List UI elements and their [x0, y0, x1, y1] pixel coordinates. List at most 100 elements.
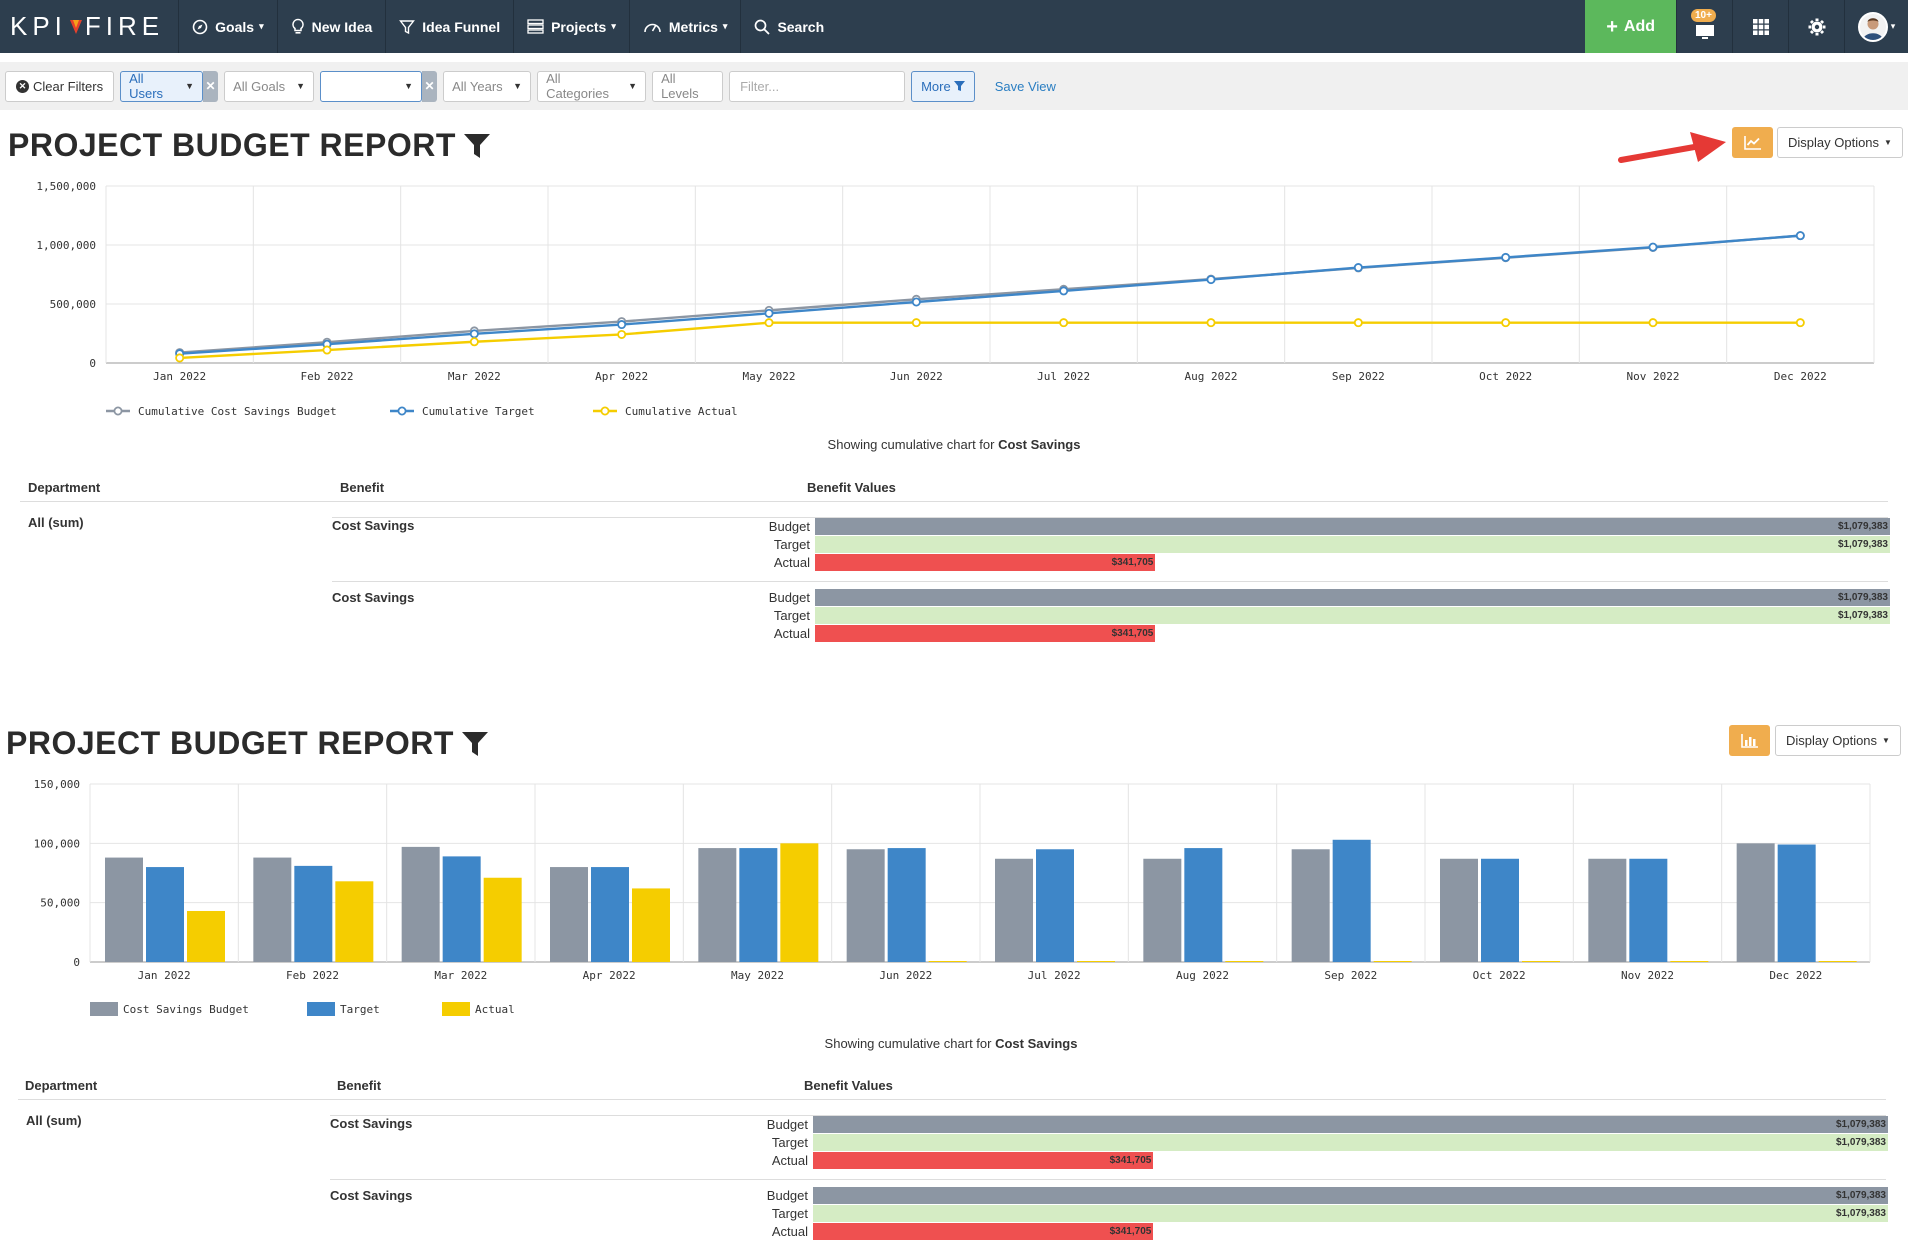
label-actual: Actual: [773, 555, 810, 570]
nav-search[interactable]: Search: [741, 0, 837, 53]
clear-unnamed-button[interactable]: ✕: [422, 70, 438, 102]
add-button[interactable]: + Add: [1585, 0, 1676, 53]
actual-bar: $341,705: [815, 625, 1156, 642]
user-menu[interactable]: ▾: [1844, 0, 1908, 53]
bar: [1291, 849, 1330, 962]
filter-bar: ✕ Clear Filters All Users ▼ ✕ All Goals ▼ …: [0, 62, 1908, 110]
y-tick-label: 500,000: [50, 298, 96, 311]
save-view-link[interactable]: Save View: [994, 78, 1056, 94]
filter-funnel-icon[interactable]: [461, 731, 488, 756]
unnamed-select[interactable]: ▼: [320, 70, 423, 102]
chevron-down-icon: ▼: [513, 81, 523, 91]
more-filters-label: More: [921, 78, 951, 94]
display-options-label: Display Options: [1788, 135, 1880, 150]
legend-label: Actual: [475, 1003, 515, 1016]
clear-filters-button[interactable]: ✕ Clear Filters: [5, 70, 115, 102]
bar: [1332, 839, 1371, 962]
filter-funnel-icon[interactable]: [463, 133, 490, 158]
data-point: [1501, 252, 1511, 262]
bar: [1481, 858, 1519, 962]
nav-projects[interactable]: Projects ▾: [514, 0, 630, 53]
bar: [187, 910, 225, 962]
levels-select-value: All Levels: [661, 71, 699, 101]
table-row: Cost Savings Budget Target Actual $1,079…: [330, 1179, 1888, 1241]
showing-subject: Cost Savings: [995, 1036, 1078, 1051]
bar: [1818, 961, 1857, 962]
showing-caption: Showing cumulative chart for Cost Saving…: [0, 437, 1908, 452]
header-department: Department: [25, 1078, 98, 1093]
data-point: [617, 329, 627, 339]
x-tick-label: Oct 2022: [1473, 969, 1526, 982]
top-navbar: KPI FIRE Goals ▾ New Idea Idea Funnel Pro…: [0, 0, 1908, 53]
categories-select-value: All Categories: [546, 71, 609, 101]
chart-type-toggle-button[interactable]: [1732, 127, 1773, 158]
bar: [105, 857, 143, 962]
series-line: [179, 321, 1801, 360]
report-title-text: PROJECT BUDGET REPORT: [8, 127, 456, 163]
settings-button[interactable]: [1788, 0, 1844, 53]
bar: [483, 877, 522, 962]
showing-subject: Cost Savings: [998, 437, 1081, 452]
x-tick-label: Dec 2022: [1769, 969, 1822, 982]
y-tick-label: 100,000: [34, 837, 80, 850]
nav-search-label: Search: [777, 18, 825, 35]
target-bar: $1,079,383: [815, 536, 1890, 553]
report-title: PROJECT BUDGET REPORT: [8, 127, 490, 164]
chart-type-toggle-button[interactable]: [1729, 725, 1770, 756]
data-point: [175, 353, 185, 363]
nav-goals-label: Goals: [215, 18, 255, 35]
x-tick-label: Mar 2022: [434, 969, 487, 982]
table-row: Cost Savings Budget Target Actual $1,079…: [332, 581, 1890, 643]
benefit-cell: Cost Savings: [332, 518, 415, 533]
display-options-button[interactable]: Display Options ▼: [1777, 127, 1903, 158]
chevron-down-icon: ▾: [611, 21, 616, 31]
notifications-button[interactable]: 10+: [1676, 0, 1732, 53]
header-department: Department: [28, 480, 101, 495]
levels-select[interactable]: All Levels: [652, 70, 724, 102]
bar: [1522, 961, 1560, 962]
data-point: [469, 337, 479, 347]
label-actual: Actual: [771, 1224, 808, 1239]
apps-grid-button[interactable]: [1732, 0, 1788, 53]
label-target: Target: [773, 608, 810, 623]
years-select[interactable]: All Years ▼: [443, 70, 532, 102]
data-point: [764, 308, 774, 318]
logo-text-right: FIRE: [84, 11, 165, 41]
bar: [1670, 961, 1709, 962]
filter-input[interactable]: Filter...: [729, 70, 906, 102]
nav-metrics[interactable]: Metrics ▾: [630, 0, 742, 53]
display-options-button[interactable]: Display Options ▼: [1775, 725, 1901, 756]
legend-swatch: [307, 1002, 335, 1016]
more-filters-button[interactable]: More: [911, 70, 975, 102]
users-select[interactable]: All Users ▼: [120, 70, 204, 102]
data-point: [1059, 286, 1069, 296]
clear-users-button[interactable]: ✕: [203, 70, 219, 102]
label-budget: Budget: [766, 1117, 808, 1132]
data-point: [911, 318, 921, 328]
kpifire-logo[interactable]: KPI FIRE: [0, 0, 180, 53]
x-tick-label: May 2022: [731, 969, 784, 982]
label-budget: Budget: [766, 1188, 808, 1203]
legend-label: Target: [340, 1003, 380, 1016]
cumulative-line-chart: 0 500,000 1,000,000 1,500,000 Jan 2022 Feb 20…: [36, 180, 1875, 418]
nav-goals[interactable]: Goals ▾: [179, 0, 278, 53]
nav-idea-funnel[interactable]: Idea Funnel: [386, 0, 515, 53]
data-point: [1501, 318, 1511, 328]
header-benefit-values: Benefit Values: [804, 1078, 893, 1093]
x-tick-label: Nov 2022: [1621, 969, 1674, 982]
label-actual: Actual: [771, 1153, 808, 1168]
nav-new-idea[interactable]: New Idea: [278, 0, 387, 53]
chevron-down-icon: ▼: [1882, 736, 1890, 745]
actual-bar: $341,705: [813, 1152, 1154, 1169]
report-title: PROJECT BUDGET REPORT: [6, 725, 488, 762]
bar: [698, 848, 737, 962]
categories-select[interactable]: All Categories ▼: [537, 70, 647, 102]
x-tick-label: Aug 2022: [1185, 370, 1238, 383]
legend-marker: [600, 406, 610, 416]
nav-metrics-label: Metrics: [668, 18, 718, 35]
x-tick-label: Mar 2022: [448, 370, 501, 383]
nav-projects-label: Projects: [551, 18, 607, 35]
monthly-bar-chart: 0 50,000 100,000 150,000 Jan 2022 Feb 2022 Mar…: [34, 778, 1871, 1016]
x-tick-label: Jun 2022: [890, 370, 943, 383]
goals-select[interactable]: All Goals ▼: [224, 70, 315, 102]
